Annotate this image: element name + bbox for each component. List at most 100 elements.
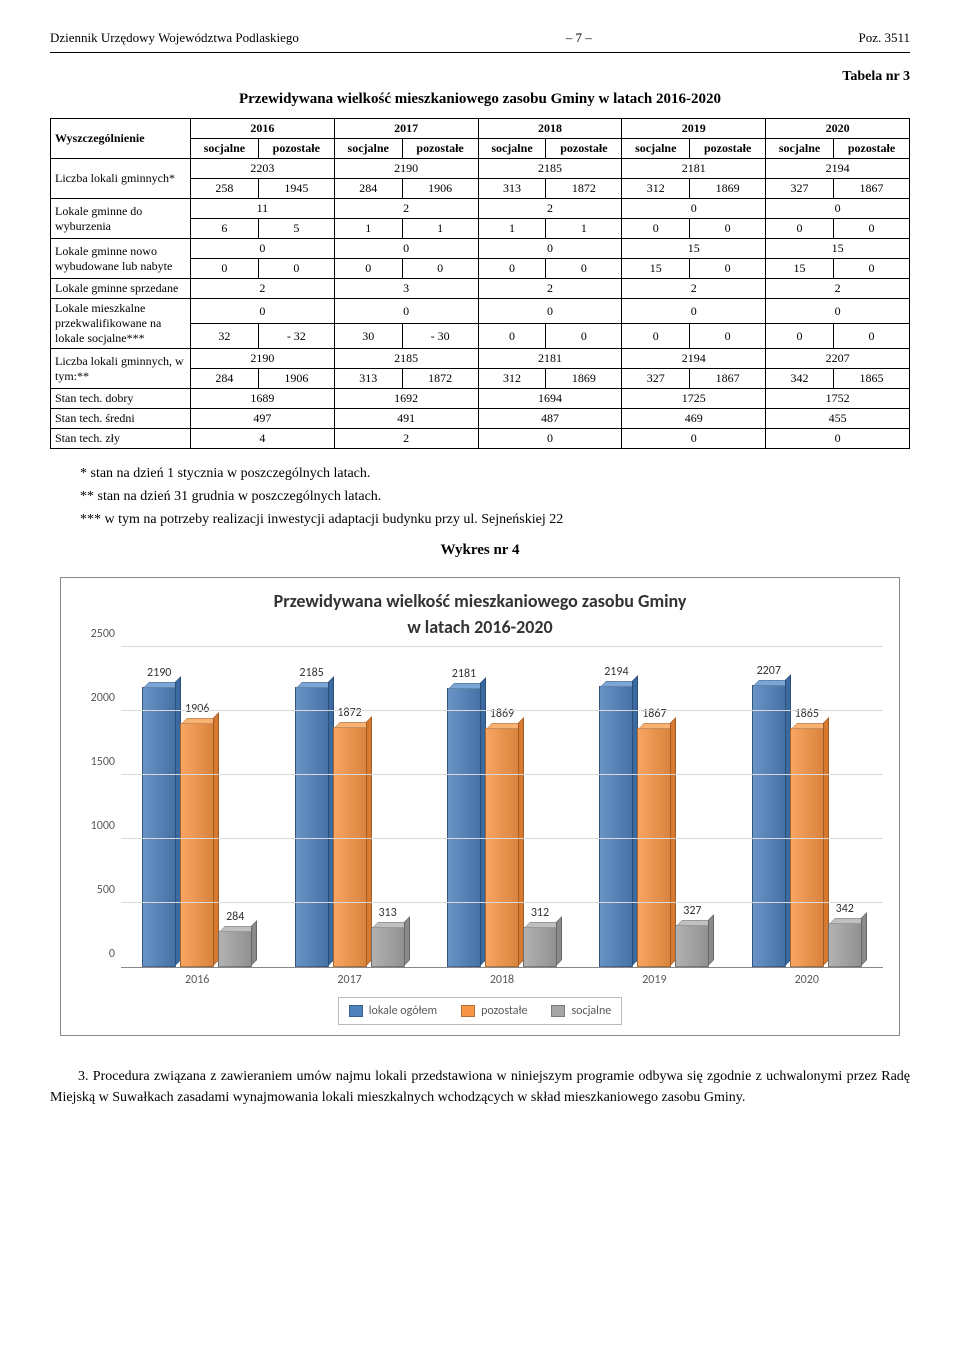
x-tick-label: 2020 [795,973,819,987]
table-cell: 0 [766,199,910,219]
bar: 327 [675,925,709,967]
table-cell: 0 [766,299,910,324]
row-label: Stan tech. dobry [51,389,191,409]
year-header: 2017 [334,119,478,139]
bar-value-label: 2194 [604,665,628,679]
table-cell: 1752 [766,389,910,409]
gridline [121,710,883,711]
bar: 2194 [599,686,633,967]
table-cell: 327 [766,179,834,199]
table-cell: 2194 [622,349,766,369]
header-rule [50,52,910,53]
table-cell: 1867 [690,369,766,389]
table-cell: 0 [833,219,909,239]
subcol-header: pozostałe [833,139,909,159]
bar-group: 21941867327 [599,648,709,967]
table-cell: 2194 [766,159,910,179]
table-cell: 32 [191,324,259,349]
bar: 1865 [790,728,824,967]
subcol-header: pozostałe [546,139,622,159]
table-cell: 1689 [191,389,335,409]
table-cell: 0 [622,429,766,449]
y-tick-label: 2500 [91,627,115,641]
table-cell: 455 [766,409,910,429]
y-tick-label: 500 [97,883,115,897]
table-cell: 0 [191,259,259,279]
subcol-header: socjalne [334,139,402,159]
table-cell: 1725 [622,389,766,409]
bar-value-label: 312 [531,906,549,920]
y-tick-label: 0 [109,947,115,961]
table-cell: 1872 [546,179,622,199]
table-number-label: Tabela nr 3 [50,69,910,85]
table-cell: 1945 [258,179,334,199]
table-cell: 327 [622,369,690,389]
bar-value-label: 2185 [299,666,323,680]
bar: 2207 [752,685,786,967]
table-cell: 2185 [334,349,478,369]
table-cell: 0 [833,324,909,349]
table-cell: 487 [478,409,622,429]
x-axis-labels: 20162017201820192020 [121,973,883,987]
table-cell: - 30 [402,324,478,349]
table-cell: 15 [622,239,766,259]
legend-item: socjalne [551,1004,611,1018]
bar: 284 [218,931,252,967]
legend-label: socjalne [571,1004,611,1018]
table-cell: 0 [766,429,910,449]
table-cell: 2 [334,199,478,219]
table-cell: 4 [191,429,335,449]
bar-value-label: 2207 [757,664,781,678]
row-label: Stan tech. średni [51,409,191,429]
table-cell: 0 [546,324,622,349]
row-label: Stan tech. zły [51,429,191,449]
gridline [121,774,883,775]
table-cell: 0 [334,239,478,259]
table-cell: 1 [402,219,478,239]
bar: 342 [828,923,862,967]
table-cell: 15 [766,239,910,259]
subcol-header: socjalne [191,139,259,159]
table-cell: 0 [258,259,334,279]
header-right: Poz. 3511 [858,30,910,46]
table-cell: 0 [622,299,766,324]
bar-group: 21851872313 [295,648,405,967]
legend-label: pozostałe [481,1004,527,1018]
table-cell: 2 [478,279,622,299]
table-cell: 0 [478,324,546,349]
table-cell: 0 [766,324,834,349]
bar-value-label: 2190 [147,666,171,680]
row-label: Liczba lokali gminnych* [51,159,191,199]
row-label: Lokale gminne nowo wybudowane lub nabyte [51,239,191,279]
table-cell: 0 [402,259,478,279]
subcol-header: socjalne [766,139,834,159]
row-label: Lokale mieszkalne przekwalifikowane na l… [51,299,191,349]
row-label: Lokale gminne sprzedane [51,279,191,299]
header-left: Dziennik Urzędowy Województwa Podlaskieg… [50,30,299,46]
table-cell: 312 [622,179,690,199]
table-row: Lokale gminne sprzedane23222 [51,279,910,299]
gridline [121,646,883,647]
legend-item: pozostałe [461,1004,527,1018]
data-table: Wyszczególnienie 2016 2017 2018 2019 202… [50,118,910,449]
table-row: Stan tech. dobry16891692169417251752 [51,389,910,409]
subcol-header: socjalne [622,139,690,159]
table-row: Liczba lokali gminnych, w tym:**21902185… [51,349,910,369]
x-tick-label: 2017 [337,973,361,987]
table-cell: 1 [546,219,622,239]
header-center: – 7 – [566,30,592,46]
table-cell: 1869 [546,369,622,389]
table-cell: 0 [334,259,402,279]
table-cell: 0 [766,219,834,239]
year-header: 2020 [766,119,910,139]
bar: 2190 [142,687,176,967]
table-cell: 1692 [334,389,478,409]
chart-title-line: w latach 2016-2020 [77,616,883,638]
table-cell: 2 [766,279,910,299]
table-cell: 2207 [766,349,910,369]
table-cell: 1865 [833,369,909,389]
table-cell: 469 [622,409,766,429]
table-corner: Wyszczególnienie [51,119,191,159]
bar: 1867 [637,728,671,967]
bar-value-label: 342 [836,902,854,916]
